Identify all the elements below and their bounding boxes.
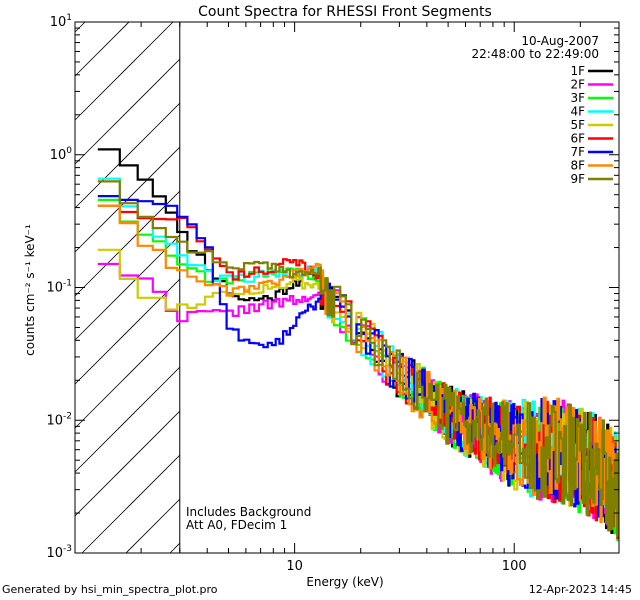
series-line-9f (97, 180, 619, 537)
hatch-line (81, 454, 181, 554)
hatch-line (169, 542, 181, 554)
legend-label: 4F (570, 105, 585, 119)
y-tick-label: 10-2 (46, 411, 72, 428)
legend-label: 9F (570, 172, 585, 186)
legend-label: 6F (570, 132, 585, 146)
legend-label: 1F (570, 64, 585, 78)
hatch-line (125, 498, 181, 554)
y-tick-label: 100 (50, 146, 73, 163)
legend-label: 7F (570, 145, 585, 159)
date-annotation: 10-Aug-2007 22:48:00 to 22:49:00 (472, 34, 599, 61)
hatch-line (74, 322, 181, 429)
x-tick-label: 10 (286, 559, 303, 574)
annotation-line-2: Att A0, FDecim 1 (186, 518, 287, 532)
chart-title: Count Spectra for RHESSI Front Segments (198, 4, 492, 20)
x-axis-label: Energy (keV) (306, 575, 383, 589)
legend-label: 2F (570, 78, 585, 92)
annotation-line-1: Includes Background (186, 505, 311, 519)
y-tick-label: 10-1 (46, 279, 72, 296)
y-tick-label: 101 (50, 13, 72, 30)
hatch-line (74, 410, 181, 517)
hatch-line (74, 366, 181, 473)
y-tick-label: 10-3 (46, 544, 72, 561)
hatch-line (74, 21, 86, 33)
hatch-line (74, 21, 174, 121)
footer-generator-note: Generated by hsi_min_spectra_plot.pro (2, 583, 218, 596)
time-range-label: 22:48:00 to 22:49:00 (472, 47, 599, 61)
series-lines (97, 148, 619, 542)
footer-timestamp: 12-Apr-2023 14:45 (528, 583, 632, 596)
hatch-line (74, 21, 130, 77)
hatch-line (74, 234, 181, 341)
axis-ticks (74, 21, 620, 554)
legend-label: 5F (570, 118, 585, 132)
legend-label: 3F (570, 91, 585, 105)
hatch-line (74, 190, 181, 297)
legend-label: 8F (570, 159, 585, 173)
x-tick-labels: 10 100 (286, 559, 526, 574)
y-tick-labels: 10-3 10-2 10-1 100 101 (46, 13, 72, 561)
x-tick-label: 100 (502, 559, 527, 574)
hatch-line (74, 58, 181, 165)
date-label: 10-Aug-2007 (521, 34, 599, 48)
hatched-excluded-region (74, 21, 181, 554)
y-axis-label: counts cm⁻² s⁻¹ keV⁻¹ (23, 224, 37, 356)
plot-annotation: Includes Background Att A0, FDecim 1 (186, 505, 311, 532)
hatch-line (74, 278, 181, 385)
hatch-line (74, 102, 181, 209)
